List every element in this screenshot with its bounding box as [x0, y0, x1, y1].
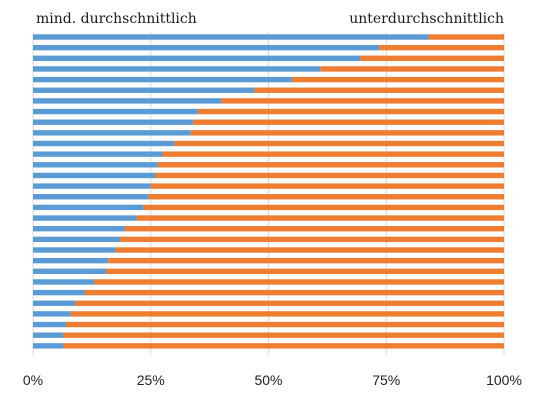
bar-segment-mind-durchschnittlich: [33, 98, 222, 104]
bar-segment-unterdurchschnittlich: [428, 34, 504, 40]
bar-segment-mind-durchschnittlich: [33, 247, 116, 253]
bar-segment-mind-durchschnittlich: [33, 343, 64, 349]
bar-segment-mind-durchschnittlich: [33, 289, 85, 296]
bar-segment-mind-durchschnittlich: [33, 226, 125, 232]
bar-segment-mind-durchschnittlich: [33, 130, 191, 136]
bar-segment-mind-durchschnittlich: [33, 311, 71, 317]
bar-segment-unterdurchschnittlich: [94, 279, 504, 285]
bar-segment-mind-durchschnittlich: [33, 215, 137, 221]
bar-segment-unterdurchschnittlich: [174, 140, 505, 147]
bar-segment-mind-durchschnittlich: [33, 119, 194, 125]
bar-segment-mind-durchschnittlich: [33, 204, 144, 211]
bar-segment-mind-durchschnittlich: [33, 87, 255, 93]
bar-segment-unterdurchschnittlich: [84, 289, 504, 296]
bar-segment-unterdurchschnittlich: [360, 55, 504, 61]
bar-segment-mind-durchschnittlich: [33, 162, 158, 168]
x-tick-label: 25%: [137, 372, 165, 388]
bar-segment-unterdurchschnittlich: [148, 194, 504, 200]
bar-segment-mind-durchschnittlich: [33, 321, 66, 328]
bar-segment-unterdurchschnittlich: [136, 215, 504, 221]
bar-segment-unterdurchschnittlich: [108, 257, 505, 264]
bar-segment-unterdurchschnittlich: [106, 268, 504, 274]
bar-segment-mind-durchschnittlich: [33, 183, 151, 189]
bar-segment-mind-durchschnittlich: [33, 108, 198, 115]
x-tick-label: 0%: [23, 372, 43, 388]
x-tick-label: 100%: [486, 372, 522, 388]
legend-label-mind-durchschnittlich: mind. durchschnittlich: [36, 11, 197, 27]
bar-segment-unterdurchschnittlich: [75, 300, 504, 306]
bar-segment-mind-durchschnittlich: [33, 332, 64, 338]
bar-segment-unterdurchschnittlich: [254, 87, 504, 93]
bar-segment-mind-durchschnittlich: [33, 279, 95, 285]
bar-segment-mind-durchschnittlich: [33, 44, 380, 51]
bar-segment-unterdurchschnittlich: [115, 247, 505, 253]
bar-segment-unterdurchschnittlich: [292, 76, 504, 83]
bar-segment-unterdurchschnittlich: [155, 172, 504, 179]
bar-segment-mind-durchschnittlich: [33, 300, 76, 306]
bar-segment-unterdurchschnittlich: [120, 236, 504, 243]
bar-segment-unterdurchschnittlich: [63, 332, 505, 338]
bar-segment-mind-durchschnittlich: [33, 172, 156, 179]
legend-label-unterdurchschnittlich: unterdurchschnittlich: [349, 11, 504, 27]
bar-segment-mind-durchschnittlich: [33, 257, 109, 264]
bars: [33, 34, 505, 349]
bar-segment-unterdurchschnittlich: [379, 44, 504, 51]
bar-segment-mind-durchschnittlich: [33, 268, 107, 274]
bar-segment-mind-durchschnittlich: [33, 76, 293, 83]
bar-segment-mind-durchschnittlich: [33, 55, 361, 61]
x-axis-ticks: 0% 25% 50% 75% 100%: [23, 372, 522, 388]
bar-segment-mind-durchschnittlich: [33, 66, 321, 72]
bar-segment-unterdurchschnittlich: [63, 343, 505, 349]
bar-segment-unterdurchschnittlich: [190, 130, 504, 136]
bar-segment-unterdurchschnittlich: [70, 311, 505, 317]
bar-segment-mind-durchschnittlich: [33, 140, 175, 147]
bar-segment-unterdurchschnittlich: [197, 108, 504, 115]
bar-segment-unterdurchschnittlich: [65, 321, 504, 328]
bar-segment-mind-durchschnittlich: [33, 194, 149, 200]
bar-segment-unterdurchschnittlich: [124, 226, 504, 232]
bar-segment-unterdurchschnittlich: [162, 151, 504, 157]
bar-segment-unterdurchschnittlich: [221, 98, 504, 104]
bar-segment-unterdurchschnittlich: [143, 204, 504, 211]
bar-segment-mind-durchschnittlich: [33, 34, 429, 40]
bar-segment-unterdurchschnittlich: [193, 119, 504, 125]
x-tick-label: 50%: [254, 372, 282, 388]
bar-segment-unterdurchschnittlich: [157, 162, 504, 168]
bar-segment-unterdurchschnittlich: [150, 183, 504, 189]
bar-segment-unterdurchschnittlich: [320, 66, 504, 72]
bar-segment-mind-durchschnittlich: [33, 151, 163, 157]
x-tick-label: 75%: [372, 372, 400, 388]
bar-segment-mind-durchschnittlich: [33, 236, 121, 243]
